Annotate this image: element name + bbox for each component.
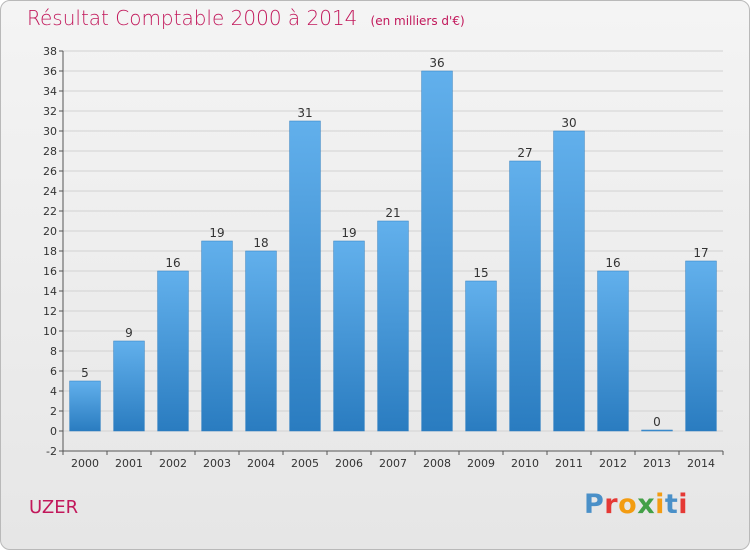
y-tick-label: 22 xyxy=(43,205,57,218)
value-label-2014: 17 xyxy=(693,246,708,260)
x-tick-label-2008: 2008 xyxy=(423,457,451,470)
bar-2011 xyxy=(553,130,585,432)
x-tick-label-2005: 2005 xyxy=(291,457,319,470)
value-label-2009: 15 xyxy=(473,266,488,280)
chart-title: Résultat Comptable 2000 à 2014 xyxy=(27,6,358,30)
bar-2008 xyxy=(421,70,453,432)
x-tick-label-2010: 2010 xyxy=(511,457,539,470)
logo-letter: i xyxy=(655,489,665,520)
x-tick-label-2002: 2002 xyxy=(159,457,187,470)
y-tick-label: 20 xyxy=(43,225,57,238)
x-tick-label-2009: 2009 xyxy=(467,457,495,470)
value-label-2003: 19 xyxy=(209,226,224,240)
value-label-2006: 19 xyxy=(341,226,356,240)
y-tick-label: 38 xyxy=(43,45,57,58)
axes xyxy=(59,50,724,455)
x-tick-label-2006: 2006 xyxy=(335,457,363,470)
bar-2002 xyxy=(157,270,189,432)
x-tick-label-2012: 2012 xyxy=(599,457,627,470)
bar-2006 xyxy=(333,240,365,432)
y-tick-label: 2 xyxy=(50,405,57,418)
y-tick-label: 36 xyxy=(43,65,57,78)
bar-2009 xyxy=(465,280,497,432)
y-tick-label: -2 xyxy=(46,445,57,458)
commune-name: UZER xyxy=(29,497,79,518)
value-label-2001: 9 xyxy=(125,326,133,340)
y-tick-label: 16 xyxy=(43,265,57,278)
logo-letter: x xyxy=(637,489,656,520)
y-tick-label: 34 xyxy=(43,85,57,98)
y-tick-label: 6 xyxy=(50,365,57,378)
logo-letter: r xyxy=(604,489,619,520)
bar-2000 xyxy=(69,380,101,432)
y-tick-label: 14 xyxy=(43,285,57,298)
chart-title-block: Résultat Comptable 2000 à 2014 (en milli… xyxy=(27,6,465,30)
x-tick-label-2013: 2013 xyxy=(643,457,671,470)
bar-2014 xyxy=(685,260,717,432)
value-label-2010: 27 xyxy=(517,146,532,160)
y-tick-label: 0 xyxy=(50,425,57,438)
labels: -202468101214161820222426283032343638200… xyxy=(43,45,715,470)
logo-letter: i xyxy=(678,489,689,520)
x-tick-label-2011: 2011 xyxy=(555,457,583,470)
bar-2001 xyxy=(113,340,145,432)
proxiti-logo: Proxiti xyxy=(584,489,688,520)
value-label-2011: 30 xyxy=(561,116,576,130)
y-tick-label: 4 xyxy=(50,385,57,398)
x-tick-label-2001: 2001 xyxy=(115,457,143,470)
y-tick-label: 18 xyxy=(43,245,57,258)
bar-2005 xyxy=(289,120,321,432)
y-tick-label: 24 xyxy=(43,185,57,198)
y-tick-label: 10 xyxy=(43,325,57,338)
value-label-2004: 18 xyxy=(253,236,268,250)
y-tick-label: 12 xyxy=(43,305,57,318)
value-label-2008: 36 xyxy=(429,56,444,70)
value-label-2000: 5 xyxy=(81,366,89,380)
value-label-2007: 21 xyxy=(385,206,400,220)
bar-2003 xyxy=(201,240,233,432)
value-label-2013: 0 xyxy=(653,415,661,429)
logo-letter: P xyxy=(584,489,605,520)
x-tick-label-2000: 2000 xyxy=(71,457,99,470)
x-tick-label-2014: 2014 xyxy=(687,457,715,470)
x-tick-label-2003: 2003 xyxy=(203,457,231,470)
x-tick-label-2007: 2007 xyxy=(379,457,407,470)
y-tick-label: 32 xyxy=(43,105,57,118)
value-label-2002: 16 xyxy=(165,256,180,270)
bar-2004 xyxy=(245,250,277,432)
x-tick-label-2004: 2004 xyxy=(247,457,275,470)
logo-letter: t xyxy=(664,489,679,520)
value-label-2005: 31 xyxy=(297,106,312,120)
bar-2007 xyxy=(377,220,409,432)
y-tick-label: 28 xyxy=(43,145,57,158)
value-label-2012: 16 xyxy=(605,256,620,270)
bar-2013 xyxy=(641,429,673,432)
bars xyxy=(69,70,717,432)
bar-2012 xyxy=(597,270,629,432)
logo-letter: o xyxy=(618,489,638,520)
chart-subtitle: (en milliers d'€) xyxy=(370,14,465,28)
bar-2010 xyxy=(509,160,541,432)
y-tick-label: 8 xyxy=(50,345,57,358)
y-tick-label: 30 xyxy=(43,125,57,138)
y-tick-label: 26 xyxy=(43,165,57,178)
